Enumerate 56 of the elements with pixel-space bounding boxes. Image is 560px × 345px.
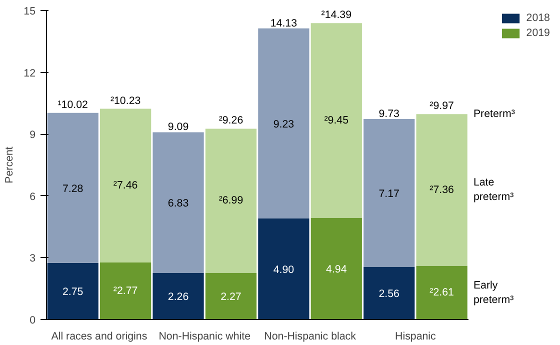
bar — [364, 119, 415, 267]
bar — [258, 218, 310, 320]
data-label: ²7.36 — [430, 184, 454, 196]
data-label: 7.17 — [378, 188, 400, 200]
y-axis-title: Percent — [4, 146, 16, 184]
bar — [416, 266, 468, 320]
text: Preterm³ — [473, 108, 516, 120]
data-label: 4.90 — [273, 264, 294, 276]
x-tick-label: Non-Hispanic black — [264, 330, 357, 342]
data-label: 6.83 — [168, 198, 189, 210]
data-label: 2.27 — [220, 291, 242, 304]
data-label: 2.75 — [62, 286, 84, 298]
y-tick-label: 9 — [30, 129, 36, 142]
bar — [205, 272, 257, 320]
data-label: ²2.61 — [430, 286, 454, 299]
bar — [364, 266, 415, 320]
total-label: ²9.97 — [430, 100, 454, 112]
total-label: 9.09 — [168, 121, 189, 134]
data-label: ²7.46 — [113, 180, 138, 192]
total-label: ²9.26 — [218, 114, 244, 127]
y-tick-label: 0 — [30, 314, 36, 326]
x-tick-label: Hispanic — [395, 330, 437, 342]
legend-label: 2019 — [526, 27, 550, 39]
total-label: ²10.23 — [110, 94, 141, 107]
total-label: ¹10.02 — [58, 98, 88, 111]
y-tick-label: 3 — [30, 252, 36, 265]
bar — [47, 262, 98, 320]
y-tick-label: 12 — [24, 67, 36, 80]
data-label: 4.94 — [326, 264, 347, 276]
bar — [416, 114, 468, 266]
legend-label: 2018 — [526, 12, 550, 24]
bar — [152, 272, 204, 320]
data-label: 9.23 — [273, 118, 294, 130]
bar — [310, 218, 362, 320]
total-label: ²14.39 — [321, 9, 352, 22]
bar — [205, 128, 257, 273]
bar — [258, 28, 310, 219]
text: Early preterm³ — [473, 279, 514, 306]
total-label: 14.13 — [270, 17, 298, 30]
data-label: 2.26 — [168, 291, 189, 304]
data-label: 2.56 — [378, 288, 400, 300]
data-label: ²6.99 — [218, 194, 244, 207]
y-tick-label: 15 — [24, 6, 36, 18]
x-tick-label: Non-Hispanic white — [158, 330, 251, 342]
bar — [47, 112, 98, 263]
bar — [310, 23, 362, 218]
bar — [152, 132, 204, 273]
y-tick-label: 6 — [30, 190, 36, 203]
bar — [100, 262, 152, 320]
data-label: 7.28 — [62, 182, 84, 195]
x-tick-label: All races and origins — [51, 330, 148, 342]
data-label: ²2.77 — [113, 284, 138, 297]
bar — [100, 108, 152, 262]
text: Late preterm³ — [473, 176, 514, 204]
total-label: 9.73 — [378, 108, 400, 120]
data-label: ²9.45 — [324, 114, 349, 126]
